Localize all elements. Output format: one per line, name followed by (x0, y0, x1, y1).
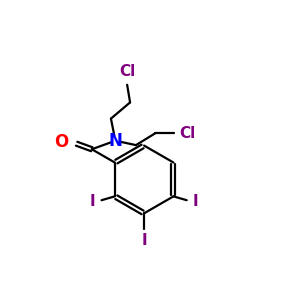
Text: I: I (193, 194, 198, 209)
Text: Cl: Cl (119, 64, 135, 80)
Text: O: O (55, 133, 69, 151)
Text: I: I (141, 233, 147, 248)
Text: Cl: Cl (179, 126, 196, 141)
Text: I: I (90, 194, 96, 209)
Text: N: N (108, 132, 122, 150)
